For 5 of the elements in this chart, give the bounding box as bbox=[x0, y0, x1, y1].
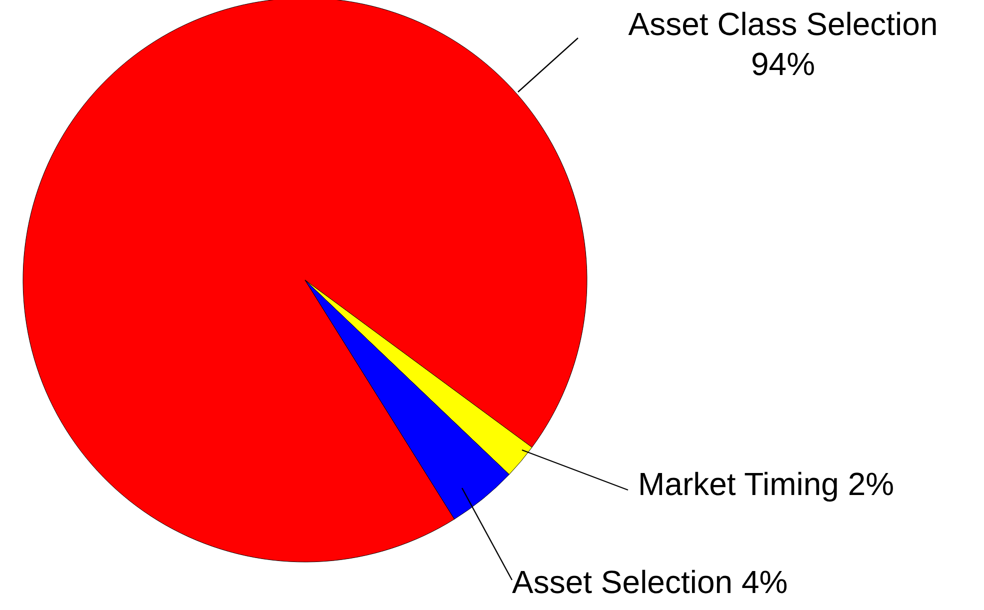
data-label: 94% bbox=[750, 46, 816, 82]
slice-label: Asset Selection 4% bbox=[512, 564, 788, 600]
pie-slice bbox=[23, 0, 588, 562]
slice-label: Asset Class Selection bbox=[628, 6, 938, 42]
slice-label: Market Timing 2% bbox=[638, 466, 894, 502]
